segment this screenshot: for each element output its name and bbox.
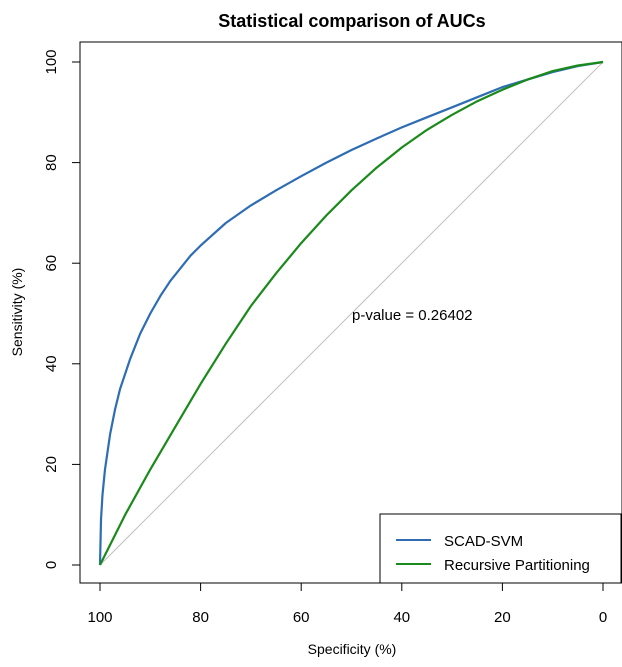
legend: SCAD-SVM Recursive Partitioning	[379, 513, 622, 584]
x-tick-label: 0	[599, 609, 607, 626]
x-tick-label: 20	[494, 609, 511, 626]
series-line-scad-svm	[98, 60, 604, 566]
x-tick-label: 60	[293, 609, 310, 626]
plot-area	[98, 60, 604, 566]
y-tick-label: 100	[43, 49, 60, 74]
x-tick-label: 100	[87, 609, 112, 626]
legend-label-recursive-partitioning: Recursive Partitioning	[444, 557, 590, 574]
y-tick-label: 20	[43, 456, 60, 473]
x-tick-label: 80	[192, 609, 209, 626]
series-line-recursive-partitioning	[99, 60, 604, 566]
y-tick-label: 60	[43, 255, 60, 272]
plot-frame	[79, 41, 622, 584]
y-axis-label: Sensitivity (%)	[9, 268, 25, 357]
p-value-annotation: p-value = 0.26402	[352, 307, 473, 324]
y-tick-label: 80	[43, 154, 60, 171]
legend-box	[379, 513, 622, 584]
legend-label-scad-svm: SCAD-SVM	[444, 533, 523, 550]
chart-title: Statistical comparison of AUCs	[218, 11, 485, 31]
y-tick-label: 40	[43, 355, 60, 372]
reference-diagonal-line	[99, 61, 604, 566]
y-tick-label: 0	[43, 561, 60, 569]
x-axis-label: Specificity (%)	[308, 641, 397, 657]
x-axis: 100 80 60 40 20 0	[87, 583, 607, 626]
y-axis: 0 20 40 60 80 100	[43, 49, 80, 569]
x-tick-label: 40	[393, 609, 410, 626]
